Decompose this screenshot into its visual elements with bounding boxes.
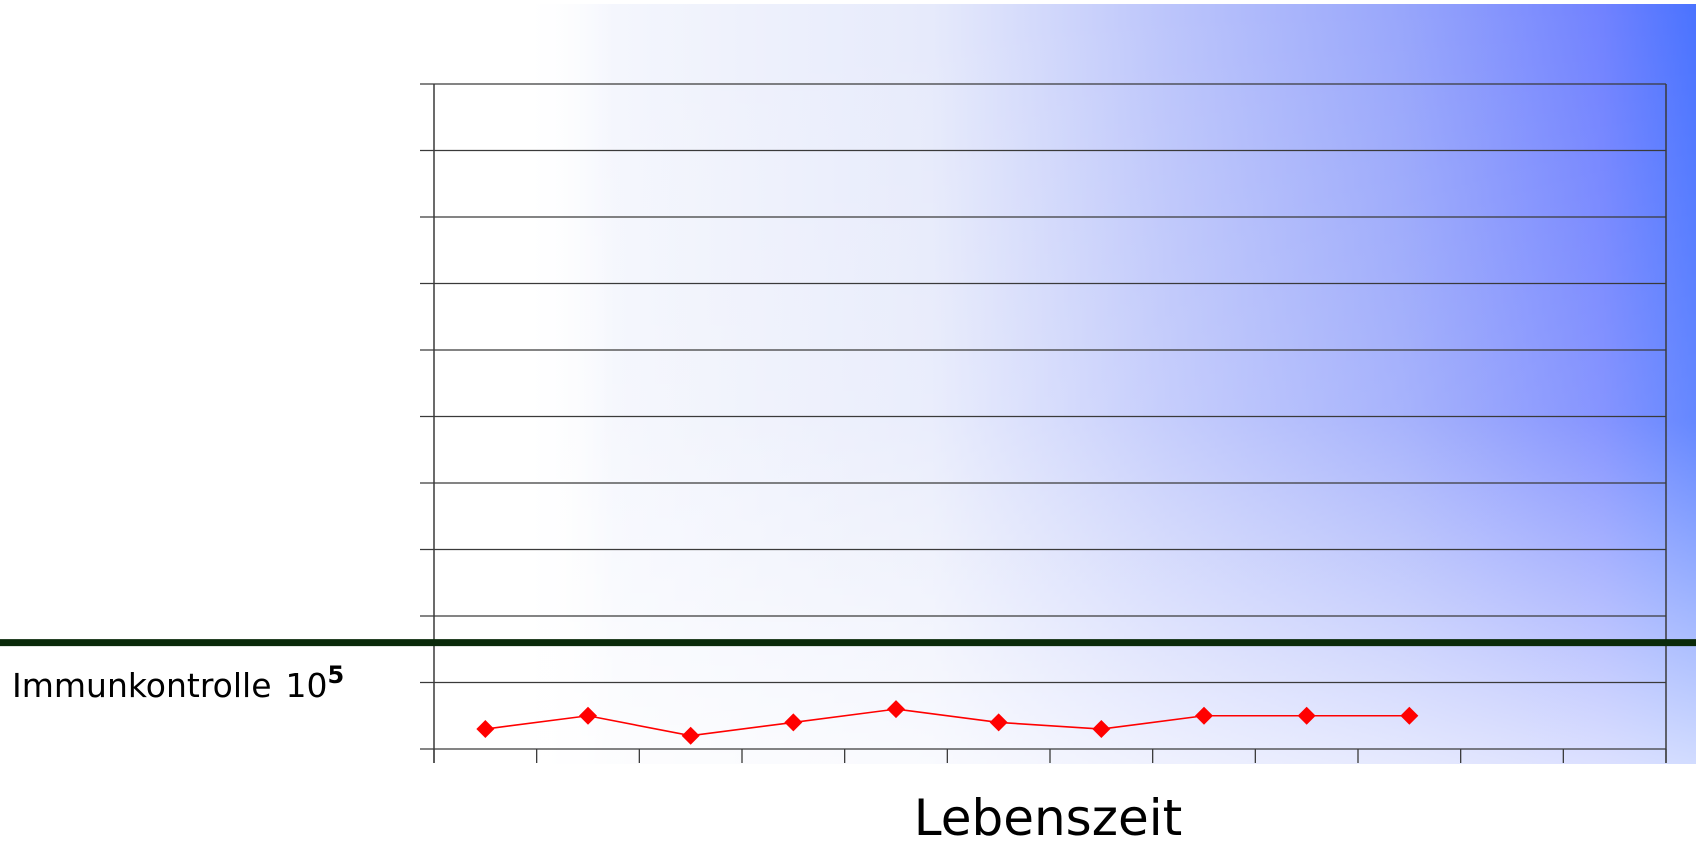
chart-background [520,4,1696,764]
data-point [579,706,597,725]
x-ticks [433,749,1667,763]
y-gridlines [420,83,1666,750]
data-point [784,713,803,732]
data-point [681,726,700,745]
data-point [476,720,495,739]
data-point [1297,706,1316,725]
x-axis-label: Lebenszeit [914,789,1182,847]
data-point [1195,706,1213,725]
data-point [1092,720,1111,739]
data-point [989,713,1008,732]
data-point [887,700,905,719]
reference-label: Immunkontrolle 105 [12,661,344,705]
series-path [485,708,1410,737]
series-line [476,700,1419,745]
data-point [1400,706,1419,725]
axes [433,84,1667,763]
